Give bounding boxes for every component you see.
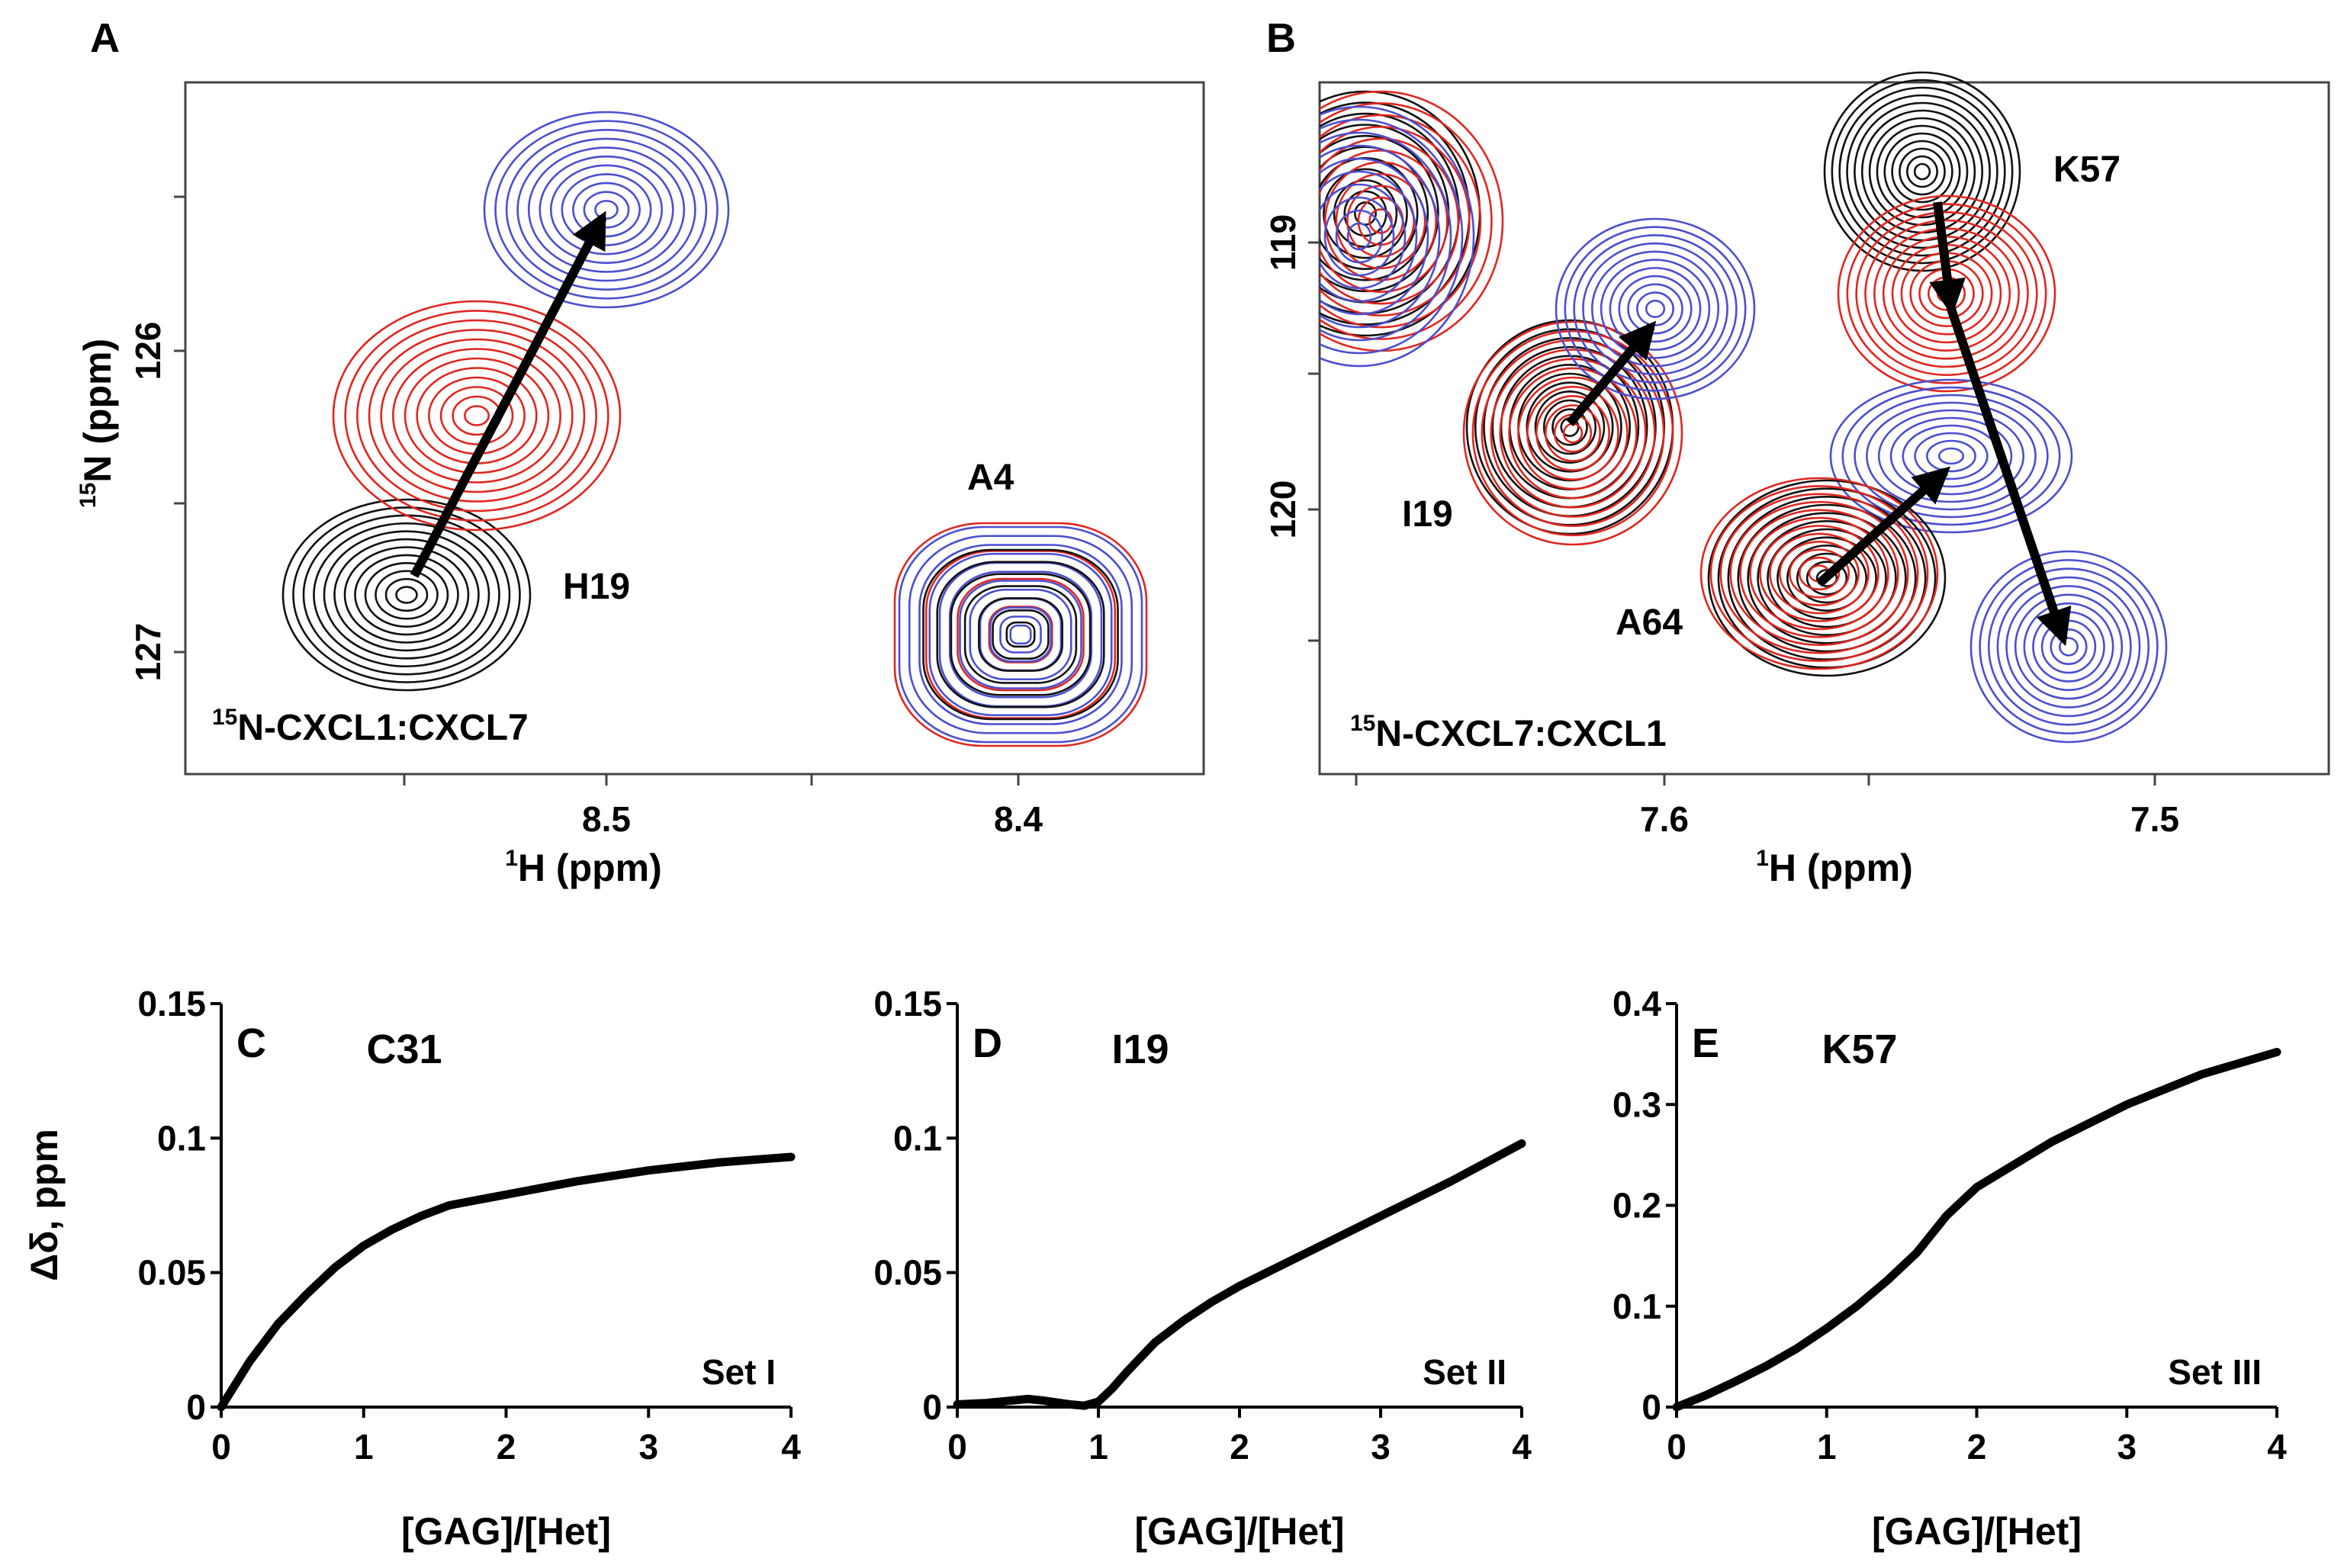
contour-a4-blue: [898, 525, 1143, 744]
x-axis-label: [GAG]/[Het]: [1872, 1510, 2082, 1553]
chart-c: 0 1 2 3 4 0 0.05 0.1 0.15 C C31 Set I [GAG]/[Het] Δδ,…: [23, 984, 801, 1553]
panel-a-y-axis: 126 127 15N (ppm): [76, 195, 185, 682]
panel-b: B K57 I19 A64 15N-CXCL7:CXCL1 7.6 7.5 1H…: [1263, 15, 2330, 889]
x-tick-label: 1: [354, 1427, 374, 1467]
peak-label-k57: K57: [2053, 149, 2121, 190]
panel-b-x-axis: 7.6 7.5 1H (ppm): [1355, 774, 2179, 889]
panel-b-frame: [1318, 81, 2330, 776]
y-tick-label: 126: [128, 322, 168, 381]
chart-title: C31: [366, 1027, 442, 1072]
y-tick-label: 0.05: [137, 1253, 206, 1293]
panel-a-x-axis-label: 1H (ppm): [505, 846, 662, 889]
peak-label-i19: I19: [1402, 494, 1453, 535]
x-tick-label: 1: [1817, 1427, 1837, 1467]
y-tick-label: 0.1: [157, 1118, 206, 1158]
h19-shift-arrow: [410, 210, 607, 578]
contour-a4-red: [893, 522, 1148, 747]
contour-k57-end-b: [1969, 550, 2168, 744]
contour-k57-mid: [1837, 194, 2056, 393]
x-tick-label: 2: [497, 1427, 516, 1467]
y-tick-label: 0.15: [873, 984, 942, 1023]
panel-a-letter: A: [90, 15, 120, 61]
panel-a-y-axis-label: 15N (ppm): [76, 339, 119, 508]
y-tick-label: 0.4: [1613, 984, 1661, 1023]
set-label: Set I: [702, 1352, 776, 1392]
y-tick-label: 0.1: [893, 1118, 942, 1158]
series-line-c31: [217, 1152, 796, 1412]
x-tick-label: 3: [1371, 1427, 1391, 1467]
y-axis-label: Δδ, ppm: [23, 1129, 66, 1281]
i19-shift-arrow: [1566, 320, 1657, 426]
panel-b-y-axis: 119 120: [1263, 214, 1320, 642]
y-tick-label: 0.15: [137, 984, 206, 1023]
a64-shift-arrow: [1816, 466, 1951, 587]
x-tick-label: 3: [638, 1427, 658, 1467]
peak-label-a4: A4: [967, 458, 1014, 498]
x-tick-label: 2: [1967, 1427, 1987, 1467]
contour-i19-mid: [1462, 320, 1683, 546]
contour-k57-end-a: [1829, 378, 2073, 534]
x-tick-label: 0: [947, 1427, 967, 1467]
contour-a64-mid: [1699, 477, 1939, 670]
x-tick-label: 7.5: [2130, 799, 2179, 839]
set-label: Set II: [1423, 1352, 1506, 1392]
x-tick-label: 1: [1088, 1427, 1108, 1467]
contour-cluster-blue: [1320, 105, 1475, 368]
panel-letter: E: [1692, 1020, 1719, 1066]
x-tick-label: 3: [2117, 1427, 2137, 1467]
x-tick-label: 0: [1667, 1427, 1686, 1467]
series-line-i19: [953, 1139, 1526, 1410]
set-label: Set III: [2168, 1352, 2262, 1392]
x-axis-label: [GAG]/[Het]: [401, 1510, 611, 1553]
contour-h19-free: [281, 498, 532, 692]
contour-a64-free: [1707, 479, 1947, 677]
x-tick-label: 4: [781, 1427, 801, 1467]
sample-label-b: 15N-CXCL7:CXCL1: [1350, 711, 1667, 754]
x-tick-label: 8.4: [994, 799, 1043, 839]
chart-d: 0 1 2 3 4 0 0.05 0.1 0.15 D I19 Set II [GAG]/[Het]: [873, 984, 1532, 1553]
y-tick-label: 0: [1641, 1387, 1661, 1427]
y-tick-label: 0: [186, 1387, 206, 1427]
chart-e: 0 1 2 3 4 0 0.1 0.2 0.3 0.4 E K57 Set III [GAG]/[Het]: [1613, 984, 2287, 1553]
panel-b-letter: B: [1266, 15, 1296, 61]
panel-letter: D: [973, 1020, 1002, 1066]
chart-title: I19: [1111, 1027, 1169, 1072]
panel-b-contours: [1320, 71, 2168, 744]
x-tick-label: 8.5: [582, 799, 631, 839]
x-tick-label: 4: [2267, 1427, 2287, 1467]
x-tick-label: 0: [211, 1427, 231, 1467]
peak-label-h19: H19: [563, 567, 630, 607]
contour-h19-end: [483, 111, 730, 309]
panel-a-contours: [281, 111, 1148, 747]
y-tick-label: 0.05: [873, 1253, 942, 1293]
x-tick-label: 2: [1230, 1427, 1249, 1467]
panel-b-x-axis-label: 1H (ppm): [1756, 846, 1913, 889]
x-axis-label: [GAG]/[Het]: [1135, 1510, 1345, 1553]
k57-shift-arrow-2: [1947, 307, 2072, 647]
contour-i19-end: [1555, 217, 1756, 400]
k57-shift-arrow-1: [1929, 201, 1966, 316]
sample-label-a: 15N-CXCL1:CXCL7: [212, 705, 529, 748]
panel-a: A H19 A4 15N-CXCL1:CXCL7 8.5 8.4 1H (ppm…: [76, 15, 1205, 889]
chart-title: K57: [1822, 1027, 1897, 1072]
y-tick-label: 120: [1263, 480, 1303, 539]
series-line-k57: [1672, 1048, 2281, 1412]
peak-label-a64: A64: [1616, 602, 1683, 643]
y-tick-label: 0: [922, 1387, 942, 1427]
panel-a-frame: [184, 81, 1205, 776]
x-tick-label: 7.6: [1640, 799, 1689, 839]
y-tick-label: 127: [128, 623, 168, 682]
y-tick-label: 0.2: [1613, 1186, 1661, 1226]
y-tick-label: 0.3: [1613, 1084, 1661, 1124]
y-tick-label: 0.1: [1613, 1287, 1661, 1326]
panel-a-x-axis: 8.5 8.4 1H (ppm): [403, 774, 1043, 889]
contour-a4-black: [922, 548, 1119, 721]
contour-h19-mid: [332, 300, 622, 532]
y-tick-label: 119: [1263, 214, 1303, 271]
panel-letter: C: [236, 1020, 266, 1066]
x-tick-label: 4: [1512, 1427, 1532, 1467]
